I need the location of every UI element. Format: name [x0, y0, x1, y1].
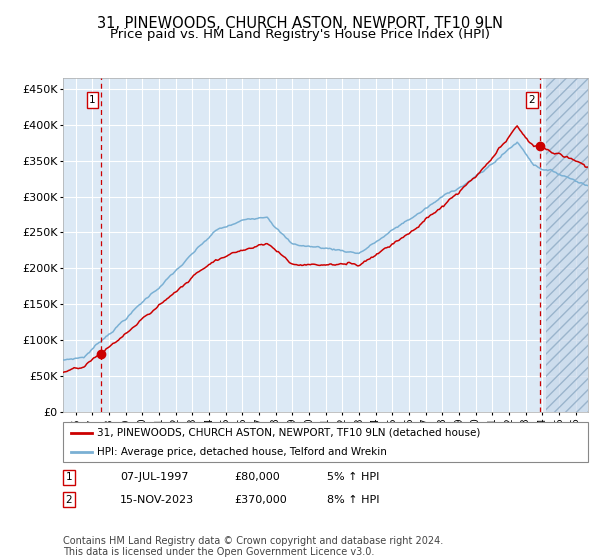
- FancyBboxPatch shape: [63, 422, 588, 462]
- Bar: [547, 78, 588, 412]
- Text: £370,000: £370,000: [234, 494, 287, 505]
- Text: 2: 2: [529, 95, 535, 105]
- Text: 8% ↑ HPI: 8% ↑ HPI: [327, 494, 380, 505]
- Text: £80,000: £80,000: [234, 472, 280, 482]
- Text: 1: 1: [89, 95, 96, 105]
- Bar: [547, 78, 588, 412]
- Text: 31, PINEWOODS, CHURCH ASTON, NEWPORT, TF10 9LN (detached house): 31, PINEWOODS, CHURCH ASTON, NEWPORT, TF…: [97, 428, 481, 437]
- Text: 5% ↑ HPI: 5% ↑ HPI: [327, 472, 379, 482]
- Text: 2: 2: [65, 494, 73, 505]
- Text: Contains HM Land Registry data © Crown copyright and database right 2024.
This d: Contains HM Land Registry data © Crown c…: [63, 535, 443, 557]
- Text: HPI: Average price, detached house, Telford and Wrekin: HPI: Average price, detached house, Telf…: [97, 447, 387, 457]
- Text: Price paid vs. HM Land Registry's House Price Index (HPI): Price paid vs. HM Land Registry's House …: [110, 28, 490, 41]
- Text: 1: 1: [65, 472, 73, 482]
- Text: 15-NOV-2023: 15-NOV-2023: [120, 494, 194, 505]
- Text: 31, PINEWOODS, CHURCH ASTON, NEWPORT, TF10 9LN: 31, PINEWOODS, CHURCH ASTON, NEWPORT, TF…: [97, 16, 503, 31]
- Text: 07-JUL-1997: 07-JUL-1997: [120, 472, 188, 482]
